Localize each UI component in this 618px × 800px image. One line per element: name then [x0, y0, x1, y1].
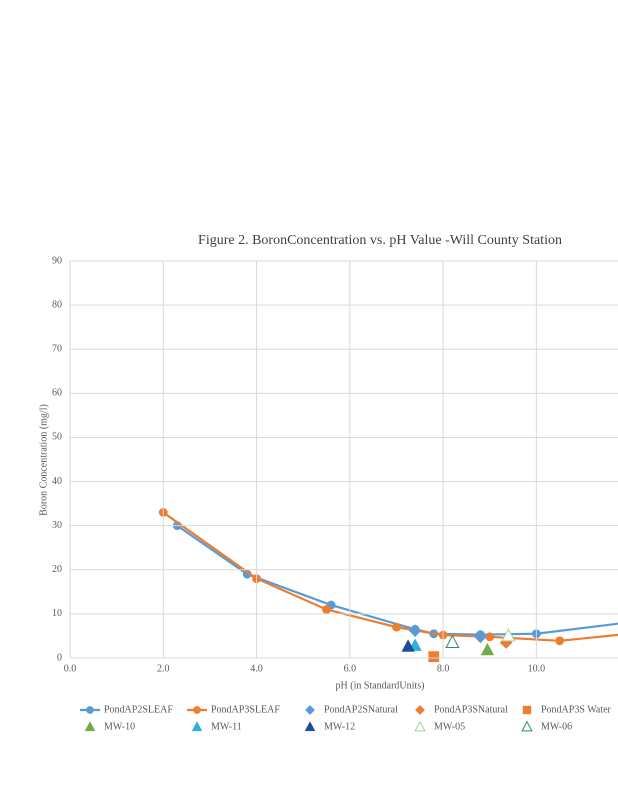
- legend-label: PondAP3SLEAF: [211, 704, 280, 715]
- legend-label: PondAP2SNatural: [324, 704, 398, 715]
- plot-area: [158, 508, 618, 663]
- y-tick-label: 20: [52, 564, 62, 575]
- y-tick-label: 90: [52, 255, 62, 266]
- legend-label: MW-11: [211, 721, 242, 732]
- y-tick-label: 40: [52, 476, 62, 487]
- legend-marker: [521, 720, 533, 732]
- x-tick-label: 10.0: [528, 663, 546, 674]
- legend-marker: [191, 721, 203, 732]
- legend-marker: [304, 721, 316, 732]
- data-point: [242, 569, 252, 579]
- data-point: [401, 639, 415, 652]
- data-point: [485, 632, 495, 642]
- data-point: [428, 651, 440, 663]
- legend-label: PondAP3S Water: [541, 704, 612, 715]
- y-tick-label: 70: [52, 344, 62, 355]
- data-point: [408, 624, 422, 637]
- legend-marker: [86, 706, 94, 714]
- legend-marker: [84, 721, 96, 732]
- legend-marker: [305, 705, 315, 715]
- legend-marker: [415, 705, 425, 715]
- x-tick-label: 2.0: [157, 663, 170, 674]
- chart-title: Figure 2. BoronConcentration vs. pH Valu…: [198, 233, 562, 248]
- legend-label: MW-12: [324, 721, 355, 732]
- legend-marker: [193, 706, 201, 714]
- y-tick-label: 80: [52, 299, 62, 310]
- x-tick-label: 8.0: [437, 663, 450, 674]
- legend-label: PondAP3SNatural: [434, 704, 508, 715]
- legend-marker: [414, 720, 426, 732]
- series-line: [176, 524, 618, 636]
- legend-marker: [522, 705, 532, 715]
- legend-label: MW-10: [104, 721, 135, 732]
- x-tick-label: 4.0: [250, 663, 263, 674]
- data-point: [480, 642, 495, 656]
- data-point: [392, 622, 401, 632]
- legend-label: MW-06: [541, 721, 572, 732]
- legend-label: MW-05: [434, 721, 465, 732]
- legend-label: PondAP2SLEAF: [104, 704, 173, 715]
- y-tick-label: 60: [52, 388, 62, 399]
- x-tick-label: 6.0: [344, 663, 357, 674]
- x-tick-label: 0.0: [64, 663, 77, 674]
- y-axis-label: Boron Concentration (mg/l): [38, 404, 49, 516]
- data-point: [322, 605, 331, 614]
- y-tick-label: 50: [52, 432, 62, 443]
- y-tick-label: 0: [57, 652, 62, 663]
- data-point: [555, 636, 565, 646]
- y-tick-label: 10: [52, 608, 62, 619]
- data-point: [474, 630, 487, 644]
- data-point: [501, 628, 516, 642]
- data-point: [445, 634, 460, 649]
- y-tick-label: 30: [52, 520, 62, 531]
- x-axis-label: pH (in StandardUnits): [336, 680, 425, 691]
